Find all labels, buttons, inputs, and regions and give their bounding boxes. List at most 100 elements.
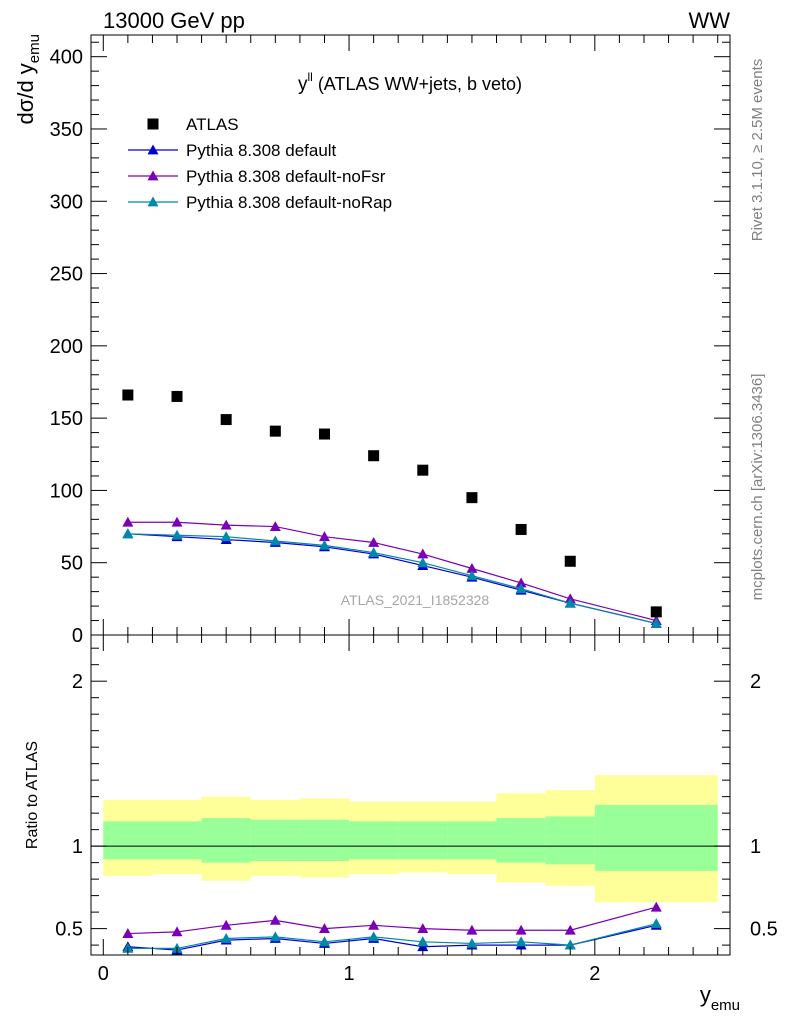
x-axis-label-main: y (700, 982, 711, 1007)
main-y-tick-label: 150 (50, 408, 83, 430)
atlas-data-point (122, 389, 134, 401)
atlas-data-point (650, 606, 662, 618)
main-series-2-point (220, 531, 232, 542)
ratio-band-green (299, 819, 350, 861)
ratio-band-green (594, 804, 718, 871)
x-tick-labels: 0 1 2 (98, 963, 601, 985)
main-series-1-point (171, 516, 183, 527)
main-y-tick-label: 250 (50, 264, 83, 286)
legend-atlas-marker (147, 118, 159, 130)
atlas-data-point (171, 390, 183, 402)
main-panel: 0 50 100 150 200 250 300 350 400 yll (ATLAS WW+j… (13, 34, 731, 647)
legend-atlas-label: ATLAS (186, 115, 239, 134)
legend-series-label: Pythia 8.308 default (186, 141, 337, 160)
ratio-series-2-point (564, 939, 576, 950)
ratio-y-tick-label-left: 0.5 (55, 919, 83, 941)
main-y-tick-label: 200 (50, 336, 83, 358)
ratio-points (122, 901, 662, 955)
ratio-panel: 0.5 0.5 1 1 2 2 Ratio to ATLAS (24, 634, 778, 956)
x-axis-label-sub: emu (711, 997, 740, 1014)
ratio-band-green (103, 821, 153, 860)
main-series-2-point (564, 597, 576, 608)
main-y-tick-label: 400 (50, 47, 83, 69)
rivet-version-label: Rivet 3.1.10, ≥ 2.5M events (749, 59, 766, 242)
atlas-data-point (466, 492, 478, 504)
main-series-2-point (515, 583, 527, 594)
legend-series-label: Pythia 8.308 default-noFsr (186, 167, 386, 186)
y-axis-label-main: dσ/d y (13, 63, 38, 124)
ratio-series-1-point (122, 928, 134, 938)
ratio-ticks (91, 635, 730, 955)
mcplots-label: mcplots.cern.ch [arXiv:1306.3436] (749, 374, 766, 601)
main-points (122, 389, 662, 628)
main-series-1-point (368, 536, 380, 547)
atlas-data-point (564, 555, 576, 567)
main-series-1-point (269, 521, 281, 531)
plot-title: yll (ATLAS WW+jets, b veto) (298, 70, 522, 95)
ratio-series-1-point (417, 923, 429, 934)
ratio-series-1-point (269, 914, 281, 925)
ratio-series-2-point (269, 931, 281, 942)
header-process-label: WW (688, 8, 730, 33)
main-series-2-point (171, 529, 183, 540)
ratio-series-2-point (368, 931, 380, 942)
ratio-band-green (545, 816, 595, 865)
main-series-1-point (515, 577, 527, 588)
ratio-series-2-point (466, 937, 478, 948)
ratio-series-1-point (220, 919, 232, 930)
header-energy-label: 13000 GeV pp (103, 8, 245, 33)
atlas-data-point (269, 425, 281, 437)
plot-title-rest: (ATLAS WW+jets, b veto) (313, 74, 522, 94)
ratio-series-line-1 (127, 906, 657, 935)
main-series-1-point (417, 548, 429, 559)
ratio-y-tick-label-right: 1 (750, 836, 761, 858)
ratio-y-tick-label-left: 1 (72, 836, 83, 858)
ratio-series-2-point (515, 936, 527, 947)
ratio-y-axis-label: Ratio to ATLAS (24, 741, 41, 849)
ratio-band-green (496, 818, 546, 863)
main-ticks (91, 35, 730, 636)
main-series-2-point (122, 528, 134, 539)
x-axis-label: yemu (700, 982, 740, 1014)
ratio-series-2-point (417, 936, 429, 947)
analysis-watermark: ATLAS_2021_I1852328 (341, 592, 490, 608)
main-series-2-point (650, 617, 662, 628)
ratio-series-1-point (318, 923, 330, 934)
main-y-tick-labels: 0 50 100 150 200 250 300 350 400 (50, 47, 83, 647)
main-y-tick-label: 100 (50, 480, 83, 502)
atlas-data-point (318, 428, 330, 440)
ratio-series-1-point (650, 901, 662, 912)
main-series-1-point (220, 519, 232, 530)
ratio-band-green (398, 821, 448, 860)
ratio-band-green (447, 821, 497, 860)
atlas-data-point (515, 523, 527, 535)
x-tick-label: 2 (589, 963, 600, 985)
legend-series-label: Pythia 8.308 default-noRap (186, 193, 392, 212)
legend: ATLAS Pythia 8.308 default Pythia 8.308 de… (128, 115, 392, 212)
ratio-band-green (250, 819, 300, 861)
ratio-band-green (349, 821, 399, 860)
ratio-band-green (201, 818, 251, 863)
ratio-series-1-point (368, 919, 380, 930)
plot-title-sup: ll (307, 70, 312, 84)
atlas-data-point (368, 450, 380, 462)
ratio-series-2-point (318, 936, 330, 947)
legend-series-marker (147, 196, 159, 207)
ratio-series-2-point (650, 918, 662, 929)
y-axis-label: dσ/d yemu (13, 34, 43, 124)
ratio-bands (91, 775, 730, 903)
main-y-tick-label: 300 (50, 191, 83, 213)
ratio-series-2-point (220, 933, 232, 943)
ratio-series-1-point (171, 926, 183, 937)
atlas-data-point (220, 414, 232, 426)
legend-series-marker (147, 170, 159, 181)
plot-title-main: y (298, 74, 308, 95)
y-axis-label-sub: emu (26, 34, 43, 63)
ratio-series-1-point (466, 924, 478, 935)
ratio-series-1-point (564, 924, 576, 935)
atlas-data-point (417, 464, 429, 476)
main-series-1-point (466, 562, 478, 573)
ratio-y-tick-labels: 0.5 0.5 1 1 2 2 (55, 671, 778, 940)
